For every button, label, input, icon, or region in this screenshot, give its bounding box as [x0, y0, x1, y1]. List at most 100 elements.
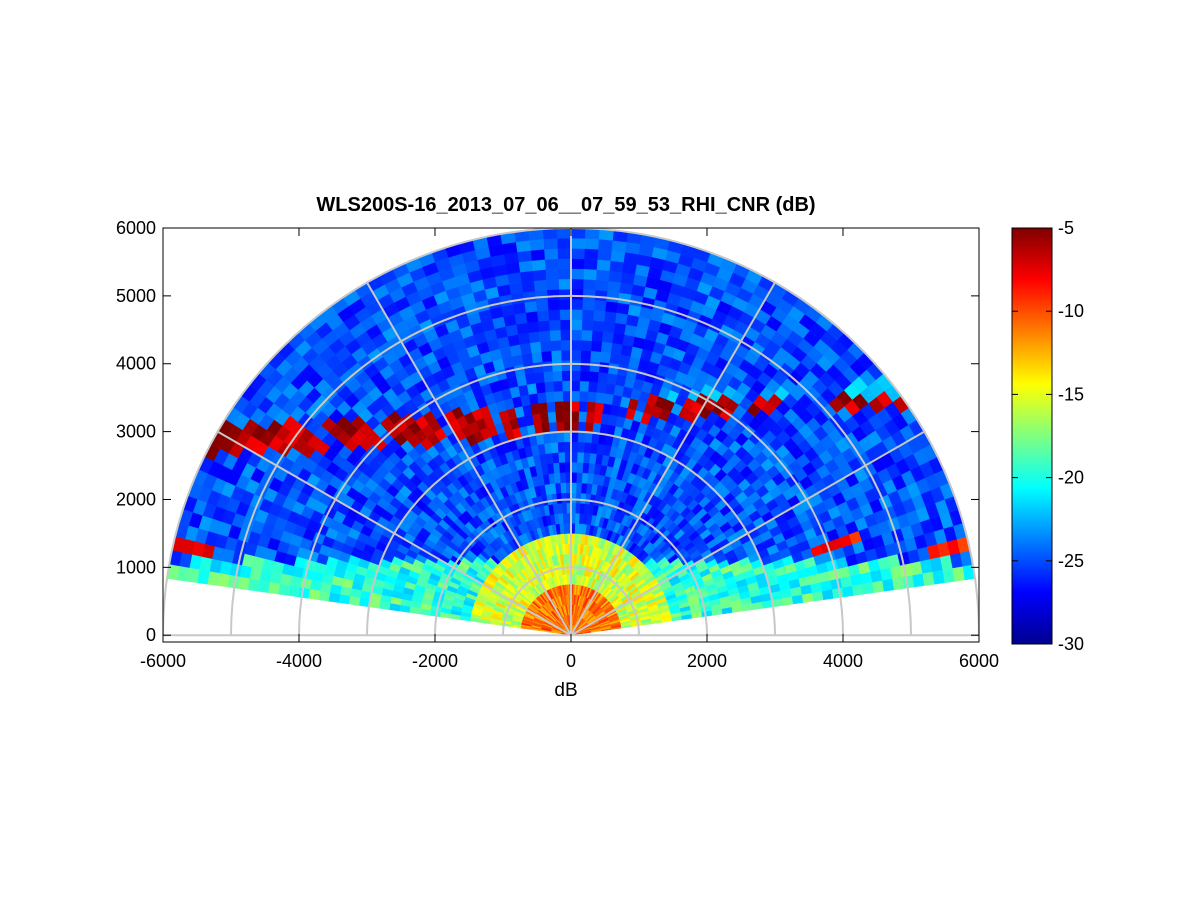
- scan-cell: [577, 421, 587, 433]
- scan-cell: [882, 578, 895, 592]
- scan-cell: [570, 248, 585, 260]
- scan-cell: [257, 580, 270, 593]
- scan-cell: [570, 309, 583, 321]
- scan-cell: [522, 362, 535, 375]
- scan-cell: [521, 352, 533, 365]
- scan-cell: [620, 344, 633, 357]
- scan-cell: [597, 371, 609, 384]
- scan-cell: [521, 280, 535, 293]
- x-tick-label: -6000: [140, 651, 186, 671]
- scan-cell: [570, 278, 584, 290]
- scan-cell: [581, 329, 593, 341]
- scan-cell: [553, 390, 564, 402]
- scan-cell: [575, 482, 582, 494]
- scan-cell: [545, 278, 560, 291]
- scan-cell: [609, 260, 624, 273]
- scan-cell: [562, 400, 572, 412]
- scan-cell: [570, 349, 582, 361]
- scan-cell: [570, 380, 581, 392]
- grid-spoke: [570, 282, 776, 636]
- chart-title: WLS200S-16_2013_07_06__07_59_53_RHI_CNR …: [316, 194, 815, 216]
- scan-cell: [576, 472, 583, 484]
- scan-cell: [616, 302, 630, 315]
- scan-cell: [611, 332, 625, 345]
- scan-cell: [607, 362, 620, 375]
- scan-cell: [583, 248, 599, 260]
- scan-cell: [558, 462, 566, 473]
- scan-cell: [562, 410, 572, 422]
- scan-cell: [554, 400, 564, 413]
- scan-cell: [512, 302, 526, 315]
- scan-cell: [583, 442, 592, 454]
- scan-cell: [578, 411, 587, 423]
- scan-cell: [606, 372, 618, 385]
- scan-cell: [583, 258, 598, 270]
- scan-cell: [537, 320, 550, 332]
- scan-cell: [544, 258, 559, 270]
- scan-cell: [277, 583, 290, 596]
- scan-cell: [580, 339, 592, 352]
- scan-cell: [551, 360, 562, 372]
- scan-cell: [579, 502, 586, 514]
- scan-cell: [597, 238, 613, 251]
- scan-cell: [535, 381, 546, 394]
- scan-cell: [529, 238, 545, 251]
- scan-cell: [586, 401, 596, 413]
- scan-cell: [309, 579, 322, 592]
- scan-cell: [852, 583, 865, 596]
- scan-cell: [535, 299, 549, 312]
- scan-cell: [570, 339, 582, 351]
- scan-cell: [591, 330, 604, 342]
- scan-cell: [581, 319, 594, 331]
- y-tick-label: 2000: [116, 489, 156, 509]
- scan-cell: [547, 411, 557, 423]
- scan-cell: [536, 309, 550, 322]
- scan-cell: [547, 309, 561, 321]
- scan-cell: [298, 587, 311, 599]
- scan-cell: [609, 352, 621, 365]
- scan-cell: [582, 452, 591, 464]
- scan-cell: [570, 228, 586, 239]
- scan-cell: [267, 581, 280, 595]
- scan-cell: [560, 329, 572, 341]
- scan-cell: [555, 421, 565, 433]
- scan-cell: [570, 390, 580, 402]
- scan-cell: [582, 299, 595, 311]
- scan-cell: [562, 390, 572, 402]
- scan-cell: [522, 290, 537, 303]
- scan-cell: [584, 431, 593, 444]
- scan-cell: [552, 380, 563, 392]
- scan-cell: [563, 431, 572, 443]
- scan-cell: [529, 341, 542, 354]
- scan-cell: [587, 462, 596, 475]
- grid-spoke: [366, 282, 572, 636]
- colorbar: [1011, 227, 1053, 645]
- scan-cell: [579, 370, 590, 382]
- scan-cell: [525, 310, 539, 323]
- scan-cell: [555, 411, 564, 423]
- scan-cell: [532, 361, 544, 374]
- scan-cell: [519, 342, 532, 355]
- scan-cell: [540, 350, 553, 363]
- scan-cell: [580, 350, 592, 362]
- scan-cell: [570, 288, 584, 300]
- scan-cell: [596, 381, 607, 394]
- scan-cell: [538, 330, 551, 342]
- scan-cell: [602, 321, 616, 334]
- scan-cell: [561, 370, 572, 382]
- scan-cell: [580, 482, 588, 494]
- scan-cell: [542, 228, 558, 240]
- scan-cell: [570, 329, 582, 341]
- scan-cell: [557, 248, 572, 260]
- y-tick-label: 3000: [116, 422, 156, 442]
- scan-cell: [589, 350, 602, 363]
- scan-cell: [563, 421, 572, 432]
- scan-cell: [607, 280, 621, 293]
- scan-cell: [508, 282, 523, 295]
- scan-cell: [574, 512, 580, 524]
- scan-cell: [557, 451, 566, 463]
- scan-cell: [552, 370, 563, 382]
- scan-cell: [531, 351, 543, 364]
- scan-cell: [592, 320, 605, 332]
- scan-cell: [570, 370, 581, 382]
